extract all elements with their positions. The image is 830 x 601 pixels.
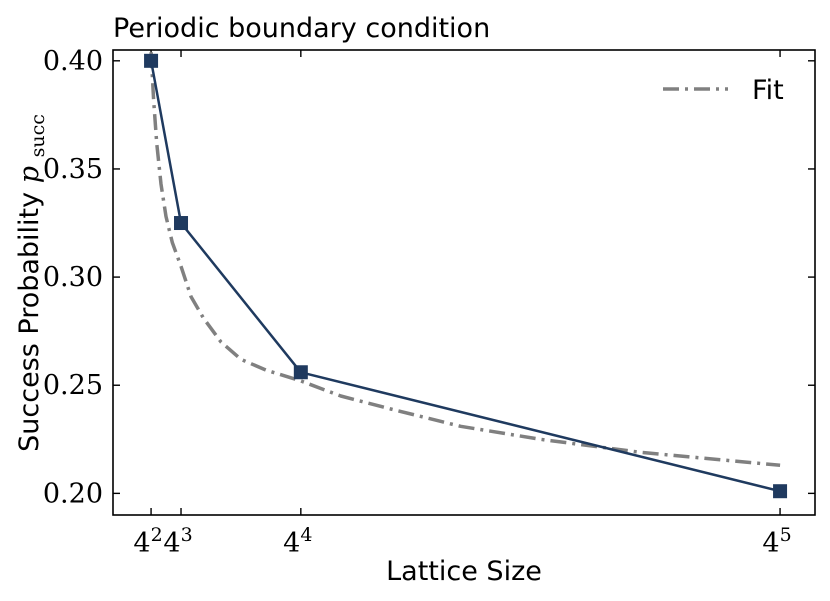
x-tick-label-2: 44 — [283, 524, 312, 559]
x-tick-label-3: 45 — [762, 524, 791, 559]
y-tick-label-2: 0.30 — [43, 262, 103, 293]
chart-title: Periodic boundary condition — [113, 13, 490, 44]
series-layer — [144, 52, 788, 499]
y-axis-label-variable: p — [14, 166, 45, 183]
series-data-point-3 — [773, 484, 788, 499]
legend-fit-label: Fit — [752, 75, 784, 106]
series-data-point-2 — [293, 365, 308, 380]
y-tick-label-0: 0.20 — [43, 478, 103, 509]
x-axis-label: Lattice Size — [386, 556, 542, 587]
x-tick-label-0: 42 — [133, 524, 162, 559]
y-tick-label-4: 0.40 — [43, 46, 103, 77]
plot-frame — [112, 49, 816, 516]
legend: Fit — [663, 75, 784, 106]
y-axis-label-text: Success Probability — [14, 192, 45, 452]
series-data-point-1 — [174, 216, 189, 231]
y-axis-label-subscript: succ — [27, 114, 49, 157]
y-axis-label: Success Probability p succ — [14, 114, 49, 452]
series-data-point-0 — [144, 53, 159, 68]
series-data-line — [149, 60, 781, 493]
y-tick-label-1: 0.25 — [43, 370, 103, 401]
ticks: 0.20 0.25 0.30 0.35 0.40 42 43 44 45 — [43, 46, 815, 559]
y-tick-label-3: 0.35 — [43, 154, 103, 185]
x-tick-label-1: 43 — [163, 524, 192, 559]
series-fit-line — [149, 52, 781, 468]
